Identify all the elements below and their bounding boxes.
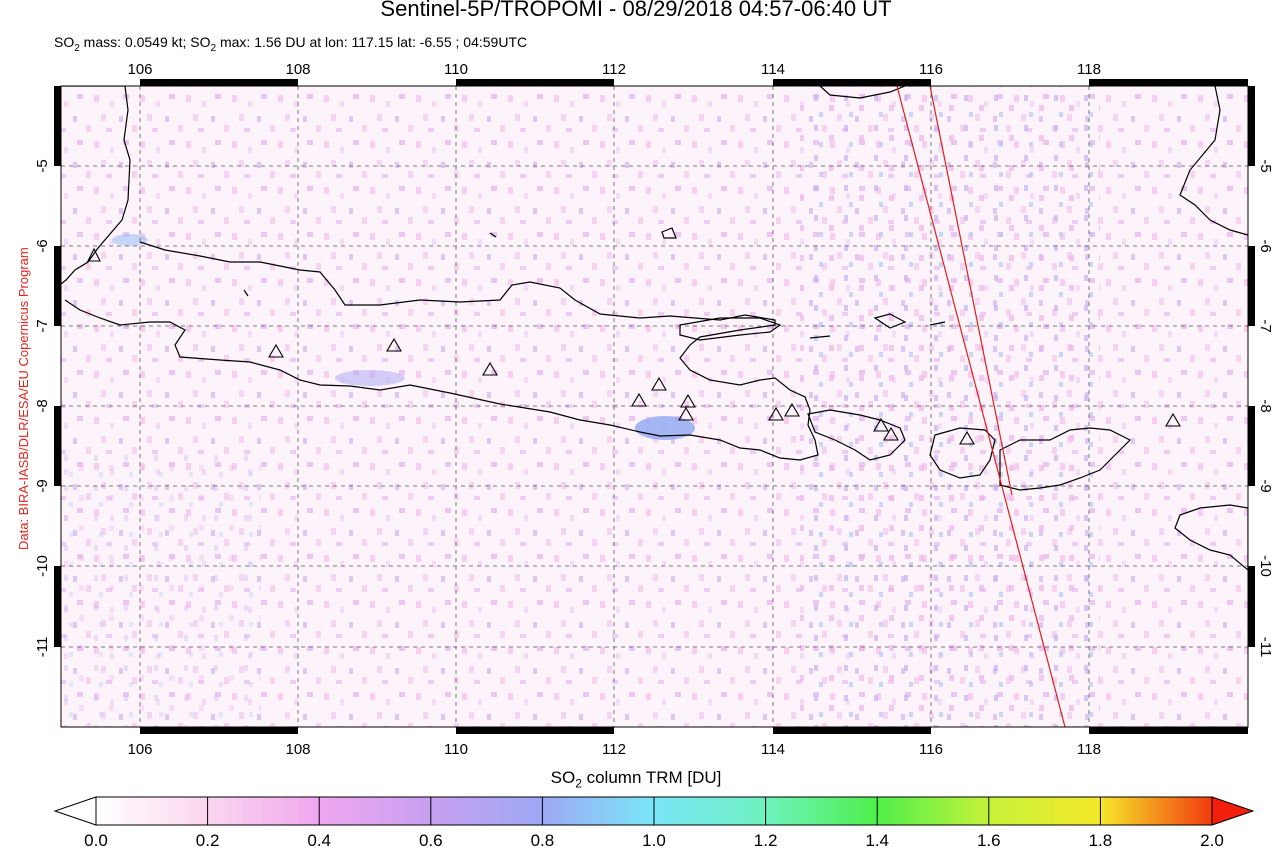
bawean-island [661,227,677,239]
colorbar-tick-label: 1.4 [865,831,890,850]
bali-coast [807,409,906,461]
lon-label: 108 [285,741,310,758]
colorbar-tick-label: 0.4 [307,831,332,850]
lon-labels-bottom: 106 108 110 112 114 116 118 [127,741,1100,758]
lat-label: -8 [34,399,51,412]
lat-label: -7 [1257,319,1272,332]
colorbar-tick-label: 1.0 [642,831,666,850]
so2-plume-sunda [112,234,148,246]
orbit-swath-edges [896,86,1066,727]
colorbar-tick-label: 2.0 [1200,831,1224,850]
volcano-marker [631,392,647,407]
volcano-marker [1165,412,1181,427]
lon-label: 114 [761,741,785,758]
sumatra-coast [61,86,131,285]
colorbar-min-arrow [53,796,97,826]
colorbar-tick-label: 0.0 [84,831,108,850]
madura-coast [679,317,782,341]
kangean-islets [809,313,946,339]
lat-label: -5 [1257,159,1272,172]
volcano-marker [959,430,975,445]
java-coast [64,241,819,461]
lon-label: 118 [1077,61,1101,78]
volcano-marker [768,406,784,421]
lat-label: -6 [1257,239,1272,252]
lon-label: 112 [602,741,626,758]
frame-tick-bars [54,79,1255,734]
colorbar-max-arrow [1211,796,1255,826]
volcano-marker [873,417,889,432]
lat-label: -7 [34,319,51,332]
lombok-coast [929,427,996,479]
lon-label: 110 [444,741,468,758]
coastlines [61,86,1248,571]
volcano-marker [482,361,498,376]
volcano-marker [678,406,694,421]
lon-label: 116 [919,741,943,758]
lat-label: -5 [34,159,51,172]
colorbar-tick-label: 0.8 [530,831,555,850]
colorbar-tick-label: 1.2 [753,831,778,850]
lon-label: 110 [444,61,468,78]
colorbar-tick-label: 1.6 [976,831,1001,850]
lon-label: 118 [1077,741,1101,758]
borneo-coast-east [1179,86,1248,236]
sumbawa-coast [999,427,1132,491]
borneo-coast [819,86,906,99]
colorbar-tick-label: 0.2 [195,831,220,850]
lat-label: -6 [34,239,51,252]
lon-label: 116 [919,61,943,78]
lat-label: -10 [1257,555,1272,577]
lon-label: 108 [285,61,310,78]
volcano-marker [680,393,696,408]
lon-label: 106 [127,61,152,78]
colorbar-label: SO2 column TRM [DU] [550,768,722,791]
map-title: Sentinel-5P/TROPOMI - 08/29/2018 04:57-0… [380,0,892,21]
volcano-markers [87,247,1181,445]
lat-labels-left: -5 -6 -7 -8 -9 -10 -11 [34,159,51,657]
lat-labels-right: -5 -6 -7 -8 -9 -10 -11 [1257,159,1272,657]
colorbar [53,796,1255,826]
lat-label: -9 [1257,479,1272,492]
volcano-marker [784,402,800,417]
lat-label: -11 [34,637,51,658]
lon-label: 106 [127,741,152,758]
lat-label: -9 [34,479,51,492]
sumba-coast [1174,504,1248,571]
lat-label: -11 [1257,637,1272,658]
lat-label: -8 [1257,399,1272,412]
colorbar-tick-label: 1.8 [1088,831,1113,850]
lon-labels-top: 106 108 110 112 114 116 118 [127,61,1100,78]
volcano-marker [268,343,284,358]
map-subtitle: SO2 mass: 0.0549 kt; SO2 max: 1.56 DU at… [54,34,528,54]
volcano-marker [651,376,667,391]
so2-plume-west-java [335,370,405,386]
colorbar-tick-marks [207,797,1101,825]
lon-label: 114 [761,61,785,78]
karimun-islets [243,232,497,297]
so2-field-sw [61,450,261,727]
colorbar-tick-label: 0.6 [418,831,443,850]
lon-label: 112 [602,61,626,78]
volcano-marker [87,247,101,262]
lat-label: -10 [34,555,51,577]
graticule [61,86,1248,727]
volcano-marker [883,426,899,441]
volcano-marker [386,337,402,352]
